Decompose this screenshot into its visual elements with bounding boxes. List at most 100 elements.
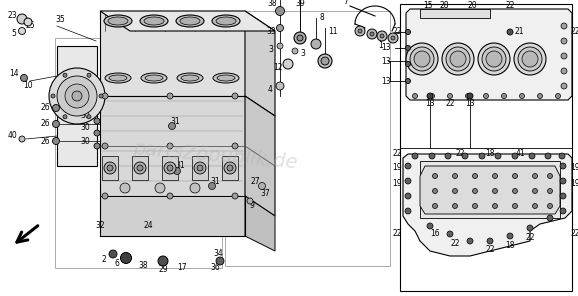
Circle shape <box>472 204 477 208</box>
Text: 23: 23 <box>7 12 17 20</box>
Circle shape <box>367 29 377 39</box>
Circle shape <box>532 173 538 178</box>
Circle shape <box>197 165 203 171</box>
Circle shape <box>292 48 298 54</box>
Text: 26: 26 <box>40 120 50 128</box>
Circle shape <box>311 39 321 49</box>
Circle shape <box>478 43 510 75</box>
Circle shape <box>53 104 60 112</box>
Circle shape <box>527 225 533 231</box>
Circle shape <box>492 189 498 194</box>
Text: 1: 1 <box>379 41 383 49</box>
Text: 39: 39 <box>295 0 305 7</box>
Circle shape <box>104 162 116 174</box>
Ellipse shape <box>145 75 163 81</box>
Bar <box>55 38 222 268</box>
Circle shape <box>429 94 435 99</box>
Ellipse shape <box>181 75 199 81</box>
Circle shape <box>388 33 398 43</box>
Polygon shape <box>100 11 245 96</box>
Text: 26: 26 <box>40 136 50 146</box>
Text: 22: 22 <box>570 28 578 36</box>
Circle shape <box>479 153 485 159</box>
Text: 22: 22 <box>392 28 402 36</box>
Text: 22: 22 <box>505 1 515 9</box>
Circle shape <box>492 173 498 178</box>
Circle shape <box>63 115 67 119</box>
Circle shape <box>520 94 524 99</box>
Circle shape <box>561 68 567 74</box>
Circle shape <box>65 84 89 108</box>
Circle shape <box>155 183 165 193</box>
Circle shape <box>18 28 25 35</box>
Text: 22: 22 <box>445 99 455 109</box>
Circle shape <box>559 153 565 159</box>
Circle shape <box>413 94 417 99</box>
Ellipse shape <box>108 17 128 25</box>
Ellipse shape <box>105 73 131 83</box>
Circle shape <box>216 257 224 265</box>
Circle shape <box>560 163 566 169</box>
Circle shape <box>512 153 518 159</box>
Text: 13: 13 <box>381 57 391 65</box>
Circle shape <box>427 93 433 99</box>
Text: 5: 5 <box>12 30 16 38</box>
Circle shape <box>486 51 502 67</box>
Text: 21: 21 <box>514 28 524 36</box>
Text: 41: 41 <box>515 149 525 157</box>
Circle shape <box>410 47 434 71</box>
Circle shape <box>258 183 265 189</box>
Bar <box>132 156 148 180</box>
Text: 29: 29 <box>158 266 168 274</box>
Text: 15: 15 <box>423 1 433 9</box>
Text: 31: 31 <box>175 162 185 170</box>
Circle shape <box>227 165 233 171</box>
Circle shape <box>120 183 130 193</box>
Text: 22: 22 <box>570 229 578 239</box>
Text: 19: 19 <box>392 178 402 187</box>
Polygon shape <box>420 161 560 218</box>
Polygon shape <box>100 11 275 31</box>
Text: 22: 22 <box>486 244 495 253</box>
Text: 19: 19 <box>570 163 578 173</box>
Text: 18: 18 <box>486 149 495 157</box>
Polygon shape <box>406 9 572 100</box>
Circle shape <box>94 118 100 124</box>
Polygon shape <box>403 154 572 256</box>
Circle shape <box>164 162 176 174</box>
Circle shape <box>57 76 97 116</box>
Circle shape <box>472 189 477 194</box>
Circle shape <box>547 215 553 221</box>
Circle shape <box>427 223 433 229</box>
Circle shape <box>412 153 418 159</box>
Circle shape <box>167 143 173 149</box>
Text: 8: 8 <box>320 14 324 22</box>
Circle shape <box>169 123 176 130</box>
Text: 7: 7 <box>343 0 349 7</box>
Text: 24: 24 <box>143 221 153 231</box>
Circle shape <box>467 93 473 99</box>
Text: 30: 30 <box>80 123 90 133</box>
Text: 25: 25 <box>25 22 35 30</box>
Circle shape <box>120 252 132 263</box>
Text: 13: 13 <box>425 99 435 109</box>
Circle shape <box>513 204 517 208</box>
Circle shape <box>547 204 553 208</box>
Text: 38: 38 <box>267 0 277 7</box>
Circle shape <box>94 143 100 149</box>
Text: 22: 22 <box>392 229 402 239</box>
Text: 35: 35 <box>55 15 65 23</box>
Text: 34: 34 <box>213 249 223 258</box>
Circle shape <box>561 38 567 44</box>
Circle shape <box>414 51 430 67</box>
Circle shape <box>19 136 25 142</box>
Ellipse shape <box>176 15 204 27</box>
Ellipse shape <box>180 17 200 25</box>
Circle shape <box>318 54 332 68</box>
Text: 16: 16 <box>430 229 440 239</box>
Circle shape <box>17 14 27 24</box>
Polygon shape <box>57 46 97 166</box>
Circle shape <box>232 143 238 149</box>
Circle shape <box>405 193 411 199</box>
Ellipse shape <box>212 15 240 27</box>
